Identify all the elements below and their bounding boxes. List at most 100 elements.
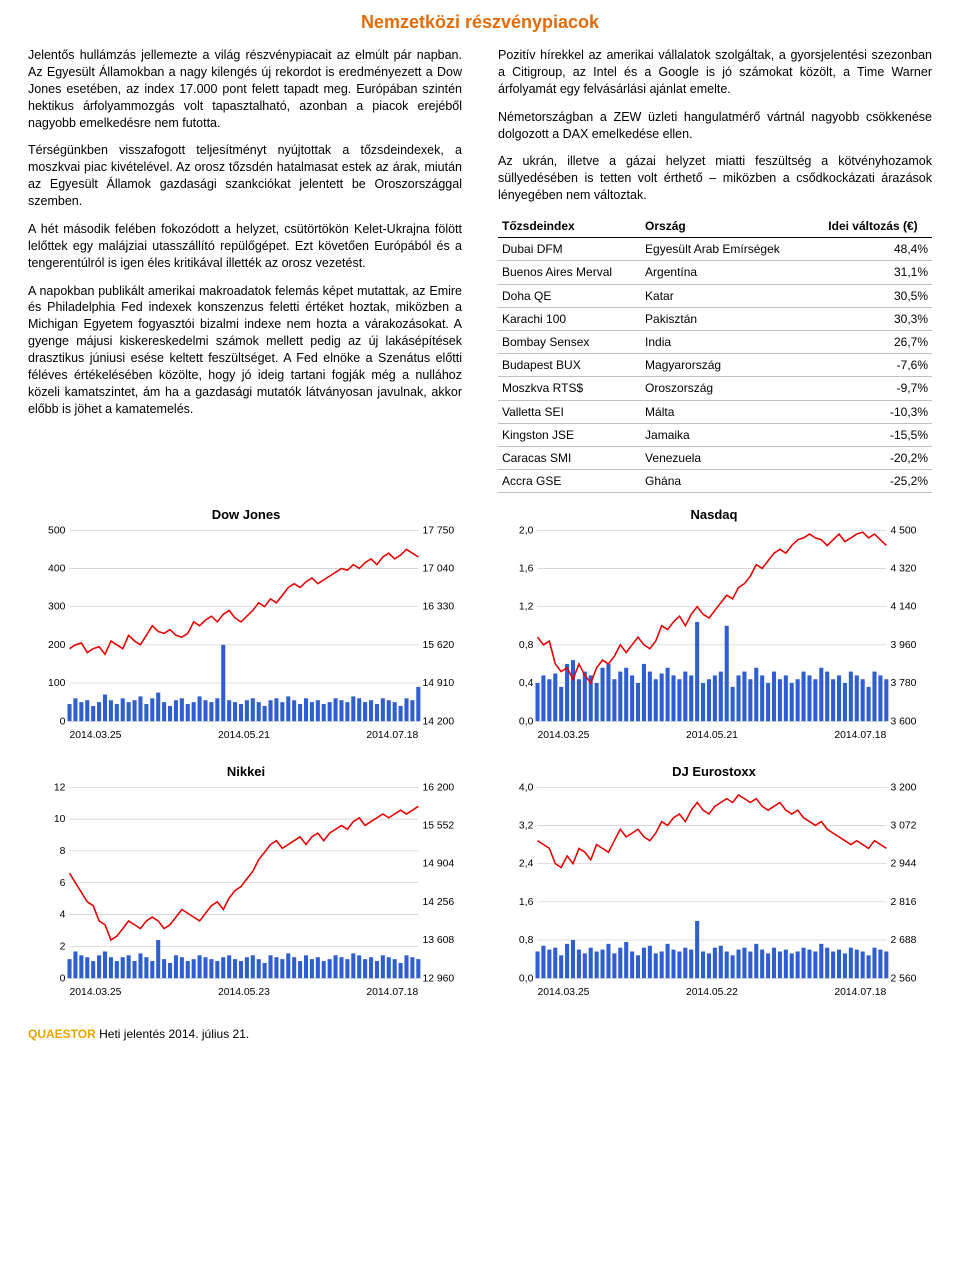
cell-country: Ghána [641,470,814,493]
para: Jelentős hullámzás jellemezte a világ ré… [28,47,462,131]
svg-text:2 944: 2 944 [890,859,916,870]
svg-text:2,0: 2,0 [519,526,534,537]
charts-grid: Dow Jones500400300200100017 75017 04016 … [28,507,932,999]
svg-text:3,2: 3,2 [519,821,534,832]
chart-svg: 4,03,22,41,60,80,03 2003 0722 9442 8162 … [496,781,932,999]
svg-text:6: 6 [60,878,66,889]
index-table: Tőzsdeindex Ország Idei változás (€) Dub… [498,215,932,493]
table-row: Buenos Aires MervalArgentína31,1% [498,261,932,284]
cell-change: 31,1% [814,261,932,284]
svg-text:2014.05.23: 2014.05.23 [218,987,270,998]
svg-text:16 200: 16 200 [422,783,454,794]
svg-text:16 330: 16 330 [422,602,454,613]
svg-text:2 688: 2 688 [890,935,916,946]
svg-text:1,2: 1,2 [519,602,534,613]
svg-text:12: 12 [54,783,66,794]
svg-text:2014.05.22: 2014.05.22 [686,987,738,998]
page-title: Nemzetközi részvénypiacok [28,12,932,33]
svg-text:2: 2 [60,942,66,953]
svg-text:13 608: 13 608 [422,935,454,946]
svg-text:300: 300 [48,602,66,613]
svg-text:2014.07.18: 2014.07.18 [834,987,886,998]
chart-cell: DJ Eurostoxx4,03,22,41,60,80,03 2003 072… [496,764,932,999]
cell-index: Kingston JSE [498,423,641,446]
para: Pozitív hírekkel az amerikai vállalatok … [498,47,932,98]
svg-text:2014.07.18: 2014.07.18 [366,730,418,741]
svg-text:14 256: 14 256 [422,897,454,908]
cell-change: -7,6% [814,354,932,377]
svg-text:4 500: 4 500 [890,526,916,537]
cell-index: Karachi 100 [498,307,641,330]
svg-text:3 780: 3 780 [890,678,916,689]
table-row: Moszkva RTS$Oroszország-9,7% [498,377,932,400]
svg-text:500: 500 [48,526,66,537]
svg-text:100: 100 [48,678,66,689]
svg-text:14 200: 14 200 [422,717,454,728]
svg-text:2014.07.18: 2014.07.18 [834,730,886,741]
footer-text: Heti jelentés 2014. július 21. [96,1027,249,1041]
svg-text:4,0: 4,0 [519,783,534,794]
svg-text:1,6: 1,6 [519,897,534,908]
cell-country: Oroszország [641,377,814,400]
svg-text:15 552: 15 552 [422,821,454,832]
chart-svg: 2,01,61,20,80,40,04 5004 3204 1403 9603 … [496,524,932,742]
chart-svg: 12108642016 20015 55214 90414 25613 6081… [28,781,464,999]
cell-change: -9,7% [814,377,932,400]
svg-text:2 560: 2 560 [890,974,916,985]
svg-text:2014.05.21: 2014.05.21 [686,730,738,741]
cell-index: Buenos Aires Merval [498,261,641,284]
table-row: Karachi 100Pakisztán30,3% [498,307,932,330]
cell-index: Doha QE [498,284,641,307]
para: Németországban a ZEW üzleti hangulatmérő… [498,109,932,143]
chart-title: Dow Jones [28,507,464,522]
svg-text:0,0: 0,0 [519,974,534,985]
cell-country: Pakisztán [641,307,814,330]
svg-text:4 140: 4 140 [890,602,916,613]
para: Az ukrán, illetve a gázai helyzet miatti… [498,153,932,204]
table-row: Kingston JSEJamaika-15,5% [498,423,932,446]
svg-text:3 960: 3 960 [890,640,916,651]
cell-change: 48,4% [814,238,932,261]
svg-text:12 960: 12 960 [422,974,454,985]
footer: QUAESTOR Heti jelentés 2014. július 21. [28,1027,932,1041]
cell-country: Venezuela [641,446,814,469]
svg-text:0: 0 [60,717,66,728]
table-row: Accra GSEGhána-25,2% [498,470,932,493]
svg-text:17 040: 17 040 [422,564,454,575]
cell-index: Budapest BUX [498,354,641,377]
text-columns: Jelentős hullámzás jellemezte a világ ré… [28,47,932,493]
svg-text:10: 10 [54,814,66,825]
cell-country: Málta [641,400,814,423]
table-row: Doha QEKatar30,5% [498,284,932,307]
svg-text:1,6: 1,6 [519,564,534,575]
footer-brand: QUAESTOR [28,1027,96,1041]
svg-text:0,4: 0,4 [519,678,534,689]
para: A hét második felében fokozódott a helyz… [28,221,462,272]
svg-text:0,0: 0,0 [519,717,534,728]
cell-index: Moszkva RTS$ [498,377,641,400]
svg-text:14 910: 14 910 [422,678,454,689]
chart-cell: Dow Jones500400300200100017 75017 04016 … [28,507,464,742]
cell-change: -10,3% [814,400,932,423]
svg-text:2 816: 2 816 [890,897,916,908]
svg-text:3 200: 3 200 [890,783,916,794]
th-country: Ország [641,215,814,238]
svg-text:0: 0 [60,974,66,985]
svg-text:2014.03.25: 2014.03.25 [70,730,122,741]
cell-index: Accra GSE [498,470,641,493]
cell-change: 30,3% [814,307,932,330]
svg-text:14 904: 14 904 [422,859,454,870]
svg-text:2,4: 2,4 [519,859,534,870]
svg-text:0,8: 0,8 [519,640,534,651]
svg-text:15 620: 15 620 [422,640,454,651]
cell-change: 26,7% [814,330,932,353]
cell-change: 30,5% [814,284,932,307]
chart-svg: 500400300200100017 75017 04016 33015 620… [28,524,464,742]
svg-text:400: 400 [48,564,66,575]
cell-country: India [641,330,814,353]
cell-index: Valletta SEI [498,400,641,423]
cell-country: Argentína [641,261,814,284]
svg-text:2014.03.25: 2014.03.25 [538,987,590,998]
right-column: Pozitív hírekkel az amerikai vállalatok … [498,47,932,493]
svg-text:4: 4 [60,910,66,921]
